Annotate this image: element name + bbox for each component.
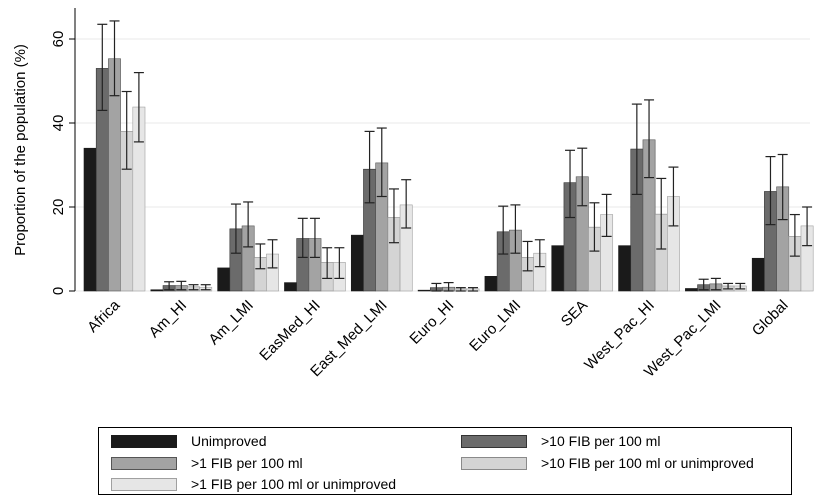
x-tick-label: Euro_LMI xyxy=(466,297,524,355)
bar xyxy=(417,289,431,292)
legend-label-3: >10 FIB per 100 ml or unimproved xyxy=(541,455,754,471)
y-tick-label: 40 xyxy=(50,115,67,132)
bar xyxy=(685,288,698,292)
legend-label-2: >1 FIB per 100 ml xyxy=(191,455,303,471)
legend-label-0: Unimproved xyxy=(191,433,267,449)
bar xyxy=(751,257,765,292)
legend-label-4: >1 FIB per 100 ml or unimproved xyxy=(191,476,397,492)
x-tick-label: Global xyxy=(749,297,792,340)
gridlines xyxy=(75,38,810,292)
legend-swatch-4 xyxy=(111,477,177,491)
x-tick-label: Africa xyxy=(84,296,124,336)
legend: Unimproved >10 FIB per 100 ml >1 FIB per… xyxy=(98,427,792,495)
legend-swatch-2 xyxy=(111,456,177,470)
legend-swatch-1 xyxy=(461,434,527,448)
bar xyxy=(284,282,297,292)
x-tick-label: Am_LMI xyxy=(205,297,257,349)
y-tick-label: 20 xyxy=(50,199,67,216)
bar xyxy=(484,275,498,292)
bar xyxy=(83,147,97,292)
y-axis-label: Proportion of the population (%) xyxy=(12,44,29,256)
bar xyxy=(217,267,231,292)
legend-entry-10fib: >10 FIB per 100 ml xyxy=(461,431,660,451)
bar xyxy=(551,245,565,292)
y-tick-label: 0 xyxy=(50,287,67,295)
legend-swatch-3 xyxy=(461,456,527,470)
legend-entry-1fib: >1 FIB per 100 ml xyxy=(111,453,303,473)
x-tick-label: EasMed_HI xyxy=(256,297,323,364)
bar xyxy=(150,289,164,292)
y-tick-label: 60 xyxy=(50,31,67,48)
bar xyxy=(618,245,632,292)
error-bars xyxy=(97,20,813,292)
legend-entry-10fib-or-unimproved: >10 FIB per 100 ml or unimproved xyxy=(461,453,754,473)
legend-swatch-0 xyxy=(111,434,177,448)
x-tick-label: Euro_HI xyxy=(406,297,457,348)
bar xyxy=(350,234,364,292)
legend-label-1: >10 FIB per 100 ml xyxy=(541,433,661,449)
legend-entry-1fib-or-unimproved: >1 FIB per 100 ml or unimproved xyxy=(111,474,396,494)
legend-entry-unimproved: Unimproved xyxy=(111,431,266,451)
x-tick-label: SEA xyxy=(558,297,591,330)
bars xyxy=(83,58,814,292)
x-tick-label: Am_HI xyxy=(146,297,190,341)
